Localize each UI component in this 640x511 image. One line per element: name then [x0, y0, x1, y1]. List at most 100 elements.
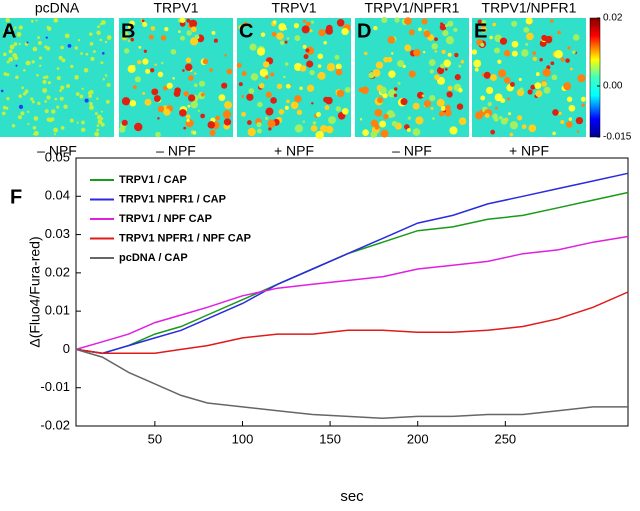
image-spot: [576, 130, 580, 133]
image-spot: [25, 60, 31, 66]
image-spot: [160, 35, 167, 41]
y-tick-label: 0: [63, 341, 70, 356]
image-spot: [190, 121, 195, 125]
image-spot: [494, 93, 503, 102]
image-spot: [0, 89, 4, 93]
image-spot: [442, 29, 449, 37]
image-spot: [441, 49, 446, 54]
image-spot: [511, 20, 518, 27]
image-spot: [284, 27, 288, 31]
image-spot: [247, 120, 252, 125]
image-spot: [218, 94, 226, 101]
image-spot: [454, 52, 459, 58]
legend-label: TRPV1 NPFR1 / NPF CAP: [119, 232, 251, 244]
image-spot: [550, 61, 555, 66]
image-spot: [370, 131, 378, 138]
image-spot: [535, 72, 540, 77]
image-spot: [100, 122, 105, 127]
image-spot: [96, 97, 99, 100]
image-spot: [436, 66, 445, 75]
image-spot: [412, 128, 421, 136]
image-spot: [142, 21, 148, 28]
panel-letter: C: [239, 20, 253, 42]
image-spot: [567, 46, 571, 50]
y-axis-label: Δ(Fluo4/Fura-red): [27, 236, 43, 347]
image-spot: [18, 94, 23, 98]
image-spot: [182, 69, 185, 72]
image-spot: [134, 122, 143, 132]
image-spot: [44, 100, 48, 103]
image-spot: [24, 89, 29, 94]
image-spot: [101, 51, 105, 55]
image-spot: [569, 67, 573, 71]
image-spot: [5, 106, 9, 110]
image-spot: [532, 56, 537, 62]
image-spot: [278, 23, 287, 31]
image-spot: [434, 37, 438, 42]
image-spot: [509, 132, 514, 137]
image-spot: [341, 27, 349, 36]
image-spot: [379, 86, 387, 95]
image-spot: [511, 40, 519, 48]
image-spot: [88, 105, 94, 110]
image-spot: [374, 124, 380, 130]
image-spot: [388, 70, 396, 78]
image-spot: [97, 119, 103, 125]
image-spot: [271, 31, 277, 37]
image-spot: [102, 77, 105, 81]
image-spot: [236, 62, 242, 68]
image-spot: [527, 89, 533, 95]
image-spot: [391, 52, 394, 55]
image-spot: [293, 23, 300, 29]
image-spot: [250, 73, 259, 81]
image-spot: [523, 27, 530, 33]
image-spot: [361, 86, 369, 95]
image-spot: [497, 59, 502, 64]
image-spot: [500, 98, 506, 104]
image-spot: [445, 36, 454, 45]
image-spot: [142, 91, 146, 95]
image-spot: [70, 64, 74, 69]
image-spot: [170, 49, 177, 55]
image-spot: [380, 129, 389, 138]
panel-letter: A: [2, 20, 16, 42]
image-spot: [142, 58, 149, 65]
image-spot: [344, 86, 351, 93]
image-spot: [183, 91, 189, 97]
image-spot: [439, 63, 445, 69]
image-spot: [56, 105, 60, 109]
image-spot: [89, 32, 93, 36]
image-spot: [81, 127, 86, 133]
image-spot: [317, 64, 322, 68]
image-spot: [53, 17, 59, 23]
image-spot: [157, 71, 164, 78]
image-spot: [310, 20, 315, 24]
image-spot: [499, 37, 508, 45]
panel-condition: – NPF: [37, 143, 77, 159]
image-spot: [563, 82, 572, 91]
image-spot: [554, 49, 563, 59]
image-spot: [39, 64, 42, 67]
heatmap-image: [471, 17, 586, 137]
image-spot: [123, 48, 130, 54]
image-spot: [415, 116, 424, 125]
image-spot: [500, 117, 508, 125]
image-spot: [359, 118, 363, 121]
image-spot: [153, 95, 161, 103]
image-spot: [84, 98, 89, 103]
image-spot: [438, 111, 445, 117]
image-spot: [302, 19, 306, 23]
image-spot: [242, 22, 248, 28]
image-spot: [421, 94, 425, 97]
image-spot: [391, 120, 398, 127]
image-spot: [335, 68, 343, 76]
image-spot: [506, 97, 511, 101]
image-spot: [83, 67, 89, 73]
panel-title: TRPV1: [271, 0, 316, 16]
image-spot: [434, 50, 438, 53]
panel-title: TRPV1: [153, 0, 198, 16]
image-spot: [325, 125, 334, 134]
image-spot: [299, 86, 303, 91]
image-spot: [74, 75, 79, 80]
image-spot: [296, 109, 303, 115]
